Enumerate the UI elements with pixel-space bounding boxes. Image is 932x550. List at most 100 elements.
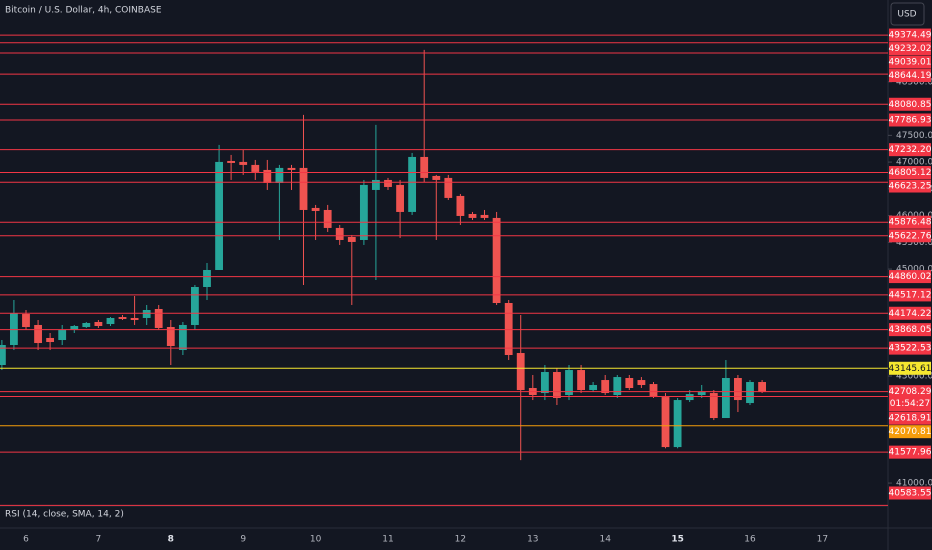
level-label: 44860.02 [889, 272, 932, 282]
level-label: 48644.19 [889, 71, 932, 81]
candle-body [372, 179, 380, 190]
candle-body [396, 184, 404, 212]
level-label: 42618.91 [889, 414, 932, 424]
candle-body [58, 330, 67, 341]
level-label: 42708.29 [889, 387, 932, 397]
level-label-box [889, 385, 931, 412]
candle-body [251, 164, 260, 172]
candle-body [82, 323, 91, 328]
level-label: 43522.53 [889, 344, 932, 354]
candle-body [492, 217, 501, 303]
candle-body [142, 310, 151, 318]
candle-body [432, 175, 441, 180]
level-label-box [889, 55, 931, 69]
y-tick-label: 47000.00 [896, 158, 932, 168]
level-label-box [889, 445, 931, 459]
level-label: 41577.96 [889, 448, 932, 458]
candle-body [118, 317, 127, 319]
candle-body [347, 236, 356, 242]
level-label-box [889, 270, 931, 284]
y-tick-label: 48500.00 [896, 77, 932, 87]
candle-body [553, 372, 561, 399]
chart-title: Bitcoin / U.S. Dollar, 4h, COINBASE [5, 6, 162, 16]
candle-body [0, 344, 6, 366]
candle-body [203, 269, 211, 288]
candle-body [154, 308, 163, 328]
candle-body [601, 380, 610, 394]
candle-body [697, 392, 706, 396]
candle-body [34, 324, 42, 344]
currency-label[interactable]: USD [897, 10, 916, 20]
level-label-box [889, 306, 931, 320]
level-label: 47232.20 [889, 145, 932, 155]
candle-body [673, 400, 682, 448]
level-label-box [889, 42, 931, 56]
y-tick-label: 45500.00 [896, 238, 932, 248]
candle-body [408, 156, 417, 212]
indicator-label: RSI (14, close, SMA, 14, 2) [5, 510, 124, 520]
candle-body [637, 380, 646, 386]
level-label: 48080.85 [889, 100, 932, 110]
candle-body [468, 213, 477, 218]
countdown: 01:54:27 [890, 399, 930, 409]
candle-body [685, 394, 694, 401]
candle-body [311, 207, 320, 211]
level-label: 49039.01 [889, 58, 932, 68]
level-label-box [889, 166, 931, 180]
level-label-box [889, 113, 931, 127]
candle-body [70, 326, 79, 331]
candle-body [287, 167, 296, 170]
level-label-box [889, 411, 931, 425]
y-tick-label: 41000.00 [896, 479, 932, 489]
candle-body [22, 314, 30, 328]
level-label: 49232.02 [889, 44, 932, 54]
y-tick-label: 43000.00 [896, 372, 932, 382]
x-tick-label: 14 [599, 535, 611, 545]
candle-body [335, 227, 344, 240]
candle-body [649, 384, 658, 398]
candle-body [565, 370, 573, 396]
currency-button[interactable] [890, 2, 925, 26]
x-tick-label: 15 [671, 535, 684, 545]
candle-body [734, 378, 742, 401]
candle-body [9, 313, 18, 345]
level-label: 43145.61 [889, 364, 932, 374]
level-label-box [889, 361, 931, 375]
level-label-box [889, 28, 931, 42]
level-label-box [889, 288, 931, 302]
candle-body [166, 327, 175, 347]
x-tick-label: 13 [527, 535, 538, 545]
level-label-box [889, 179, 931, 193]
candle-body [323, 209, 332, 228]
x-tick-label: 11 [382, 535, 393, 545]
level-label-box [889, 323, 931, 337]
level-label: 40583.55 [889, 489, 932, 499]
level-label: 44517.12 [889, 290, 932, 300]
level-label: 44174.22 [889, 309, 932, 319]
candle-body [359, 184, 368, 240]
level-label: 49374.49 [889, 31, 932, 41]
x-tick-label: 9 [240, 535, 246, 545]
level-label-box [889, 143, 931, 157]
candle-body [384, 179, 392, 187]
level-label: 45876.48 [889, 218, 932, 228]
candle-body [661, 397, 670, 448]
level-label: 43868.05 [889, 325, 932, 335]
level-label-box [889, 425, 931, 439]
x-tick-label: 7 [96, 535, 102, 545]
candle-body [299, 167, 308, 210]
candle-body [709, 393, 718, 419]
candle-body [480, 214, 489, 218]
level-label-box [889, 215, 931, 229]
candle-body [239, 161, 248, 165]
level-label: 45622.76 [889, 231, 932, 241]
candle-body [613, 377, 622, 396]
candle-body [178, 324, 187, 351]
candle-body [577, 370, 585, 391]
level-label-box [889, 97, 931, 111]
level-label-box [889, 486, 931, 500]
candle-body [227, 160, 236, 163]
x-tick-label: 8 [168, 535, 174, 545]
